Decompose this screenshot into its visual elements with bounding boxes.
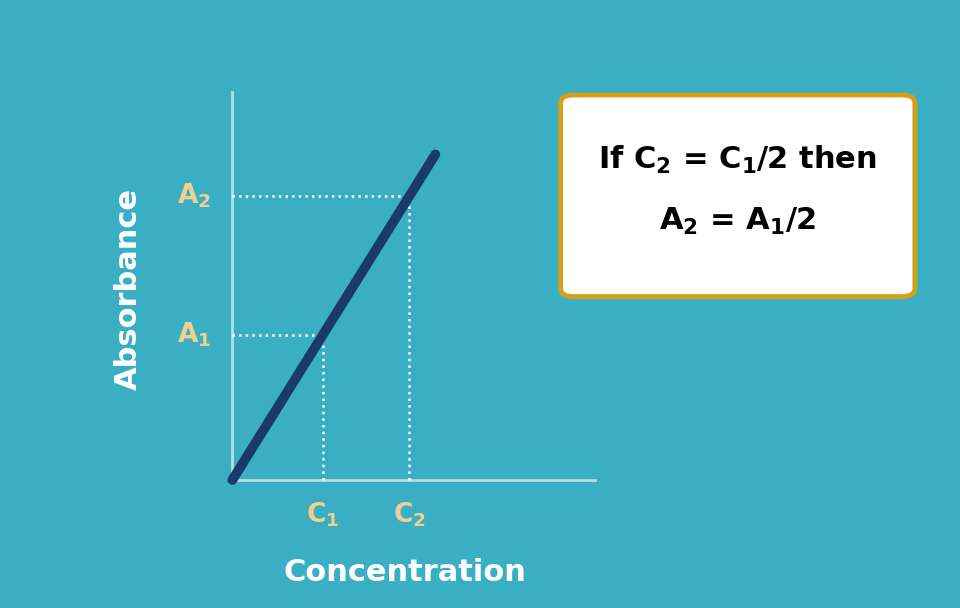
Text: $\mathregular{A_1}$: $\mathregular{A_1}$ — [177, 320, 210, 349]
Text: $\mathregular{A_2}$ = $\mathregular{A_1}$/2: $\mathregular{A_2}$ = $\mathregular{A_1}… — [660, 206, 816, 237]
Text: $\mathregular{A_2}$: $\mathregular{A_2}$ — [177, 182, 210, 210]
Text: If $\mathregular{C_2}$ = $\mathregular{C_1}$/2 then: If $\mathregular{C_2}$ = $\mathregular{C… — [598, 143, 877, 176]
Text: Concentration: Concentration — [284, 558, 526, 587]
FancyBboxPatch shape — [561, 95, 915, 297]
Text: Absorbance: Absorbance — [114, 188, 143, 390]
Text: $\mathregular{C_1}$: $\mathregular{C_1}$ — [306, 501, 340, 529]
Text: $\mathregular{C_2}$: $\mathregular{C_2}$ — [393, 501, 426, 529]
